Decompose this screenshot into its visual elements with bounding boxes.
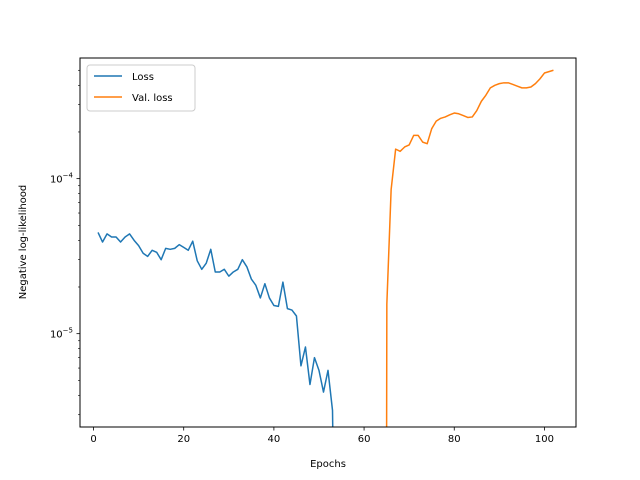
x-tick-label: 80	[448, 434, 461, 445]
y-axis-label: Negative log-likelihood	[18, 185, 29, 300]
y-tick-label: 10−5	[50, 327, 73, 341]
x-axis: 0 20 40 60 80 100	[90, 427, 554, 445]
plot-frame	[79, 57, 577, 428]
x-tick-label: 20	[177, 434, 190, 445]
legend: Loss Val. loss	[86, 64, 196, 112]
series-line-0	[97, 232, 334, 427]
x-tick-label: 40	[268, 434, 281, 445]
legend-label-1: Val. loss	[132, 93, 173, 104]
x-tick-label: 60	[358, 434, 371, 445]
y-tick-label: 10−4	[50, 172, 74, 186]
x-tick-label: 0	[90, 434, 96, 445]
series-line-1	[385, 69, 554, 427]
legend-label-0: Loss	[132, 72, 154, 83]
y-axis: 10−5 10−4	[50, 69, 80, 416]
x-axis-label: Epochs	[310, 459, 346, 470]
x-tick-label: 100	[535, 434, 554, 445]
